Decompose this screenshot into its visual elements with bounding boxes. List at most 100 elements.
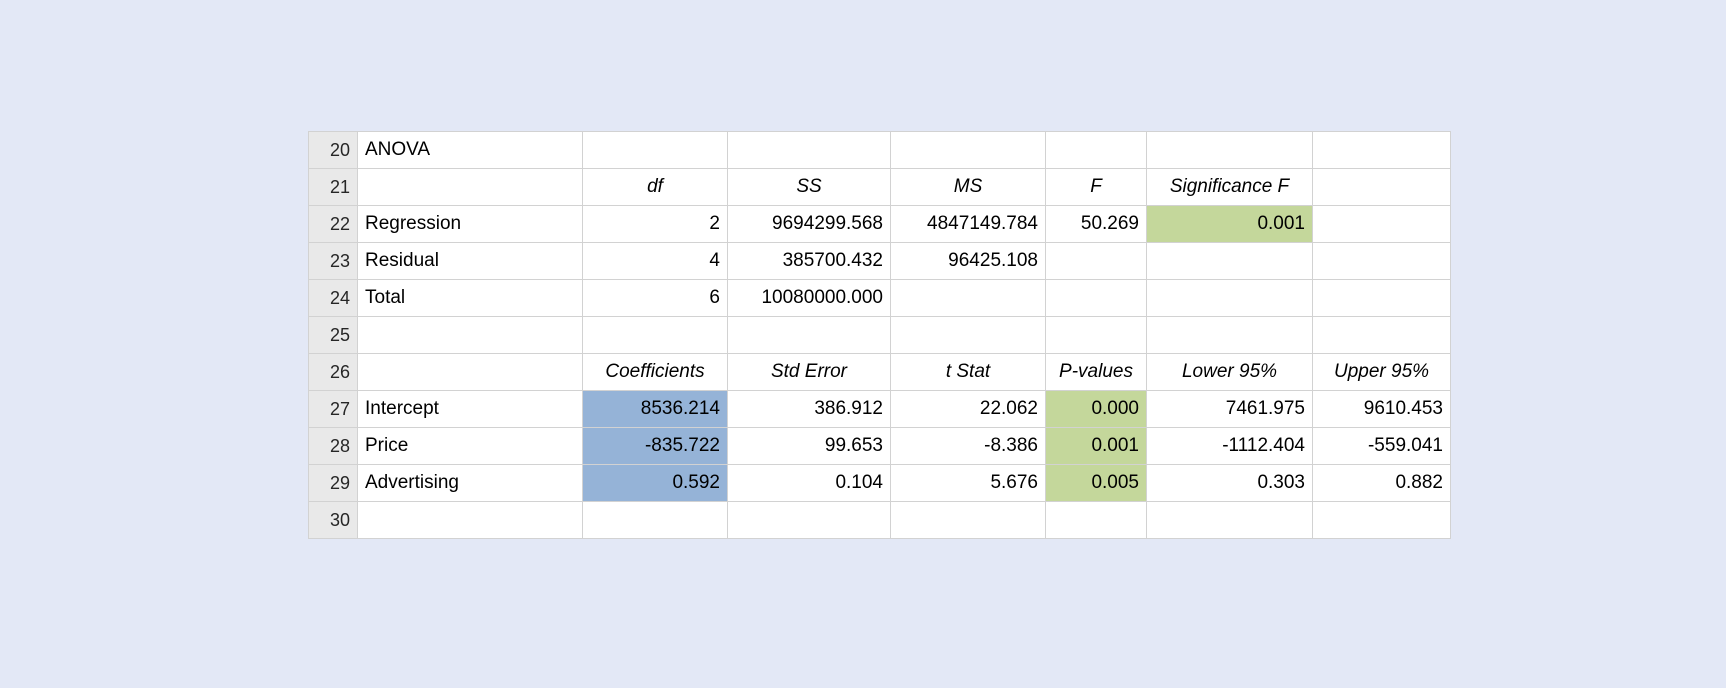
cell-total-df[interactable]: 6 — [582, 279, 728, 317]
cell-g20[interactable] — [1312, 131, 1451, 169]
cell-g22[interactable] — [1312, 205, 1451, 243]
row-26: 26 Coefficients Std Error t Stat P-value… — [308, 353, 1451, 391]
cell-c25[interactable] — [727, 316, 891, 354]
row-22: 22 Regression 2 9694299.568 4847149.784 … — [308, 205, 1451, 243]
row-header-23[interactable]: 23 — [308, 242, 358, 280]
cell-price-lower-95[interactable]: -1112.404 — [1146, 427, 1313, 465]
row-30: 30 — [308, 501, 1451, 539]
cell-price-p-value[interactable]: 0.001 — [1045, 427, 1147, 465]
row-27: 27 Intercept 8536.214 386.912 22.062 0.0… — [308, 390, 1451, 428]
cell-f20[interactable] — [1146, 131, 1313, 169]
cell-intercept-std-error[interactable]: 386.912 — [727, 390, 891, 428]
cell-header-f[interactable]: F — [1045, 168, 1147, 206]
row-25: 25 — [308, 316, 1451, 354]
cell-residual-ms[interactable]: 96425.108 — [890, 242, 1046, 280]
cell-g24[interactable] — [1312, 279, 1451, 317]
cell-g30[interactable] — [1312, 501, 1451, 539]
cell-advertising-lower-95[interactable]: 0.303 — [1146, 464, 1313, 502]
row-header-24[interactable]: 24 — [308, 279, 358, 317]
row-header-29[interactable]: 29 — [308, 464, 358, 502]
row-24: 24 Total 6 10080000.000 — [308, 279, 1451, 317]
row-header-30[interactable]: 30 — [308, 501, 358, 539]
row-28: 28 Price -835.722 99.653 -8.386 0.001 -1… — [308, 427, 1451, 465]
row-20: 20 ANOVA — [308, 131, 1451, 169]
cell-b20[interactable] — [582, 131, 728, 169]
cell-regression-df[interactable]: 2 — [582, 205, 728, 243]
cell-advertising-label[interactable]: Advertising — [357, 464, 583, 502]
cell-price-std-error[interactable]: 99.653 — [727, 427, 891, 465]
cell-intercept-coefficient[interactable]: 8536.214 — [582, 390, 728, 428]
cell-intercept-label[interactable]: Intercept — [357, 390, 583, 428]
cell-header-ms[interactable]: MS — [890, 168, 1046, 206]
cell-a21[interactable] — [357, 168, 583, 206]
cell-b30[interactable] — [582, 501, 728, 539]
cell-d24[interactable] — [890, 279, 1046, 317]
cell-advertising-p-value[interactable]: 0.005 — [1045, 464, 1147, 502]
cell-header-upper-95[interactable]: Upper 95% — [1312, 353, 1451, 391]
cell-e30[interactable] — [1045, 501, 1147, 539]
cell-g21[interactable] — [1312, 168, 1451, 206]
cell-header-df[interactable]: df — [582, 168, 728, 206]
cell-f25[interactable] — [1146, 316, 1313, 354]
cell-e24[interactable] — [1045, 279, 1147, 317]
row-header-20[interactable]: 20 — [308, 131, 358, 169]
cell-intercept-upper-95[interactable]: 9610.453 — [1312, 390, 1451, 428]
cell-b25[interactable] — [582, 316, 728, 354]
cell-anova-title[interactable]: ANOVA — [357, 131, 583, 169]
cell-total-label[interactable]: Total — [357, 279, 583, 317]
row-header-28[interactable]: 28 — [308, 427, 358, 465]
cell-f30[interactable] — [1146, 501, 1313, 539]
cell-e25[interactable] — [1045, 316, 1147, 354]
cell-regression-f[interactable]: 50.269 — [1045, 205, 1147, 243]
cell-g23[interactable] — [1312, 242, 1451, 280]
row-header-21[interactable]: 21 — [308, 168, 358, 206]
cell-a26[interactable] — [357, 353, 583, 391]
cell-price-t-stat[interactable]: -8.386 — [890, 427, 1046, 465]
cell-regression-label[interactable]: Regression — [357, 205, 583, 243]
row-header-26[interactable]: 26 — [308, 353, 358, 391]
row-29: 29 Advertising 0.592 0.104 5.676 0.005 0… — [308, 464, 1451, 502]
cell-residual-ss[interactable]: 385700.432 — [727, 242, 891, 280]
cell-f24[interactable] — [1146, 279, 1313, 317]
cell-header-std-error[interactable]: Std Error — [727, 353, 891, 391]
cell-e23[interactable] — [1045, 242, 1147, 280]
cell-advertising-std-error[interactable]: 0.104 — [727, 464, 891, 502]
cell-header-lower-95[interactable]: Lower 95% — [1146, 353, 1313, 391]
cell-a25[interactable] — [357, 316, 583, 354]
cell-d30[interactable] — [890, 501, 1046, 539]
cell-d20[interactable] — [890, 131, 1046, 169]
row-23: 23 Residual 4 385700.432 96425.108 — [308, 242, 1451, 280]
spreadsheet-grid: 20 ANOVA 21 df SS MS F Significance F 22… — [308, 131, 1451, 539]
cell-header-coefficients[interactable]: Coefficients — [582, 353, 728, 391]
cell-regression-ss[interactable]: 9694299.568 — [727, 205, 891, 243]
cell-residual-df[interactable]: 4 — [582, 242, 728, 280]
cell-c20[interactable] — [727, 131, 891, 169]
cell-intercept-t-stat[interactable]: 22.062 — [890, 390, 1046, 428]
cell-price-coefficient[interactable]: -835.722 — [582, 427, 728, 465]
cell-advertising-upper-95[interactable]: 0.882 — [1312, 464, 1451, 502]
cell-price-upper-95[interactable]: -559.041 — [1312, 427, 1451, 465]
cell-header-ss[interactable]: SS — [727, 168, 891, 206]
cell-residual-label[interactable]: Residual — [357, 242, 583, 280]
cell-regression-significance-f[interactable]: 0.001 — [1146, 205, 1313, 243]
cell-header-significance-f[interactable]: Significance F — [1146, 168, 1313, 206]
row-21: 21 df SS MS F Significance F — [308, 168, 1451, 206]
cell-header-p-values[interactable]: P-values — [1045, 353, 1147, 391]
cell-f23[interactable] — [1146, 242, 1313, 280]
cell-intercept-p-value[interactable]: 0.000 — [1045, 390, 1147, 428]
cell-regression-ms[interactable]: 4847149.784 — [890, 205, 1046, 243]
cell-header-t-stat[interactable]: t Stat — [890, 353, 1046, 391]
cell-advertising-t-stat[interactable]: 5.676 — [890, 464, 1046, 502]
cell-a30[interactable] — [357, 501, 583, 539]
cell-g25[interactable] — [1312, 316, 1451, 354]
row-header-22[interactable]: 22 — [308, 205, 358, 243]
cell-price-label[interactable]: Price — [357, 427, 583, 465]
cell-intercept-lower-95[interactable]: 7461.975 — [1146, 390, 1313, 428]
cell-c30[interactable] — [727, 501, 891, 539]
cell-d25[interactable] — [890, 316, 1046, 354]
cell-total-ss[interactable]: 10080000.000 — [727, 279, 891, 317]
row-header-25[interactable]: 25 — [308, 316, 358, 354]
cell-e20[interactable] — [1045, 131, 1147, 169]
row-header-27[interactable]: 27 — [308, 390, 358, 428]
cell-advertising-coefficient[interactable]: 0.592 — [582, 464, 728, 502]
